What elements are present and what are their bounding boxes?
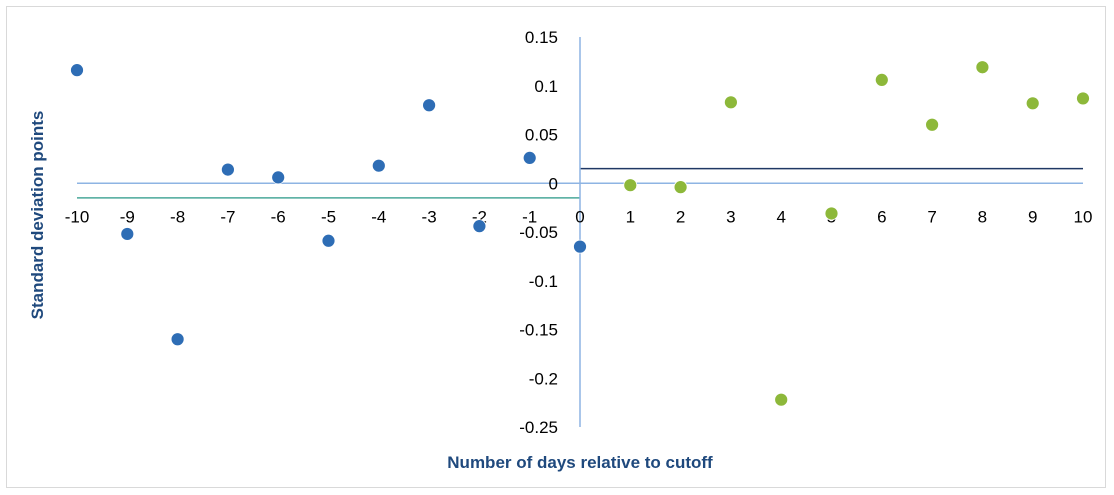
x-tick-label: -10: [65, 207, 90, 226]
x-tick-labels: -10-9-8-7-6-5-4-3-2-1012345678910: [65, 207, 1093, 226]
x-axis-title: Number of days relative to cutoff: [447, 453, 713, 472]
y-tick-label: 0.1: [534, 77, 558, 96]
data-point: [522, 150, 537, 165]
x-tick-label: 8: [978, 207, 987, 226]
y-tick-label: -0.05: [519, 223, 558, 242]
y-tick-label: -0.2: [529, 369, 558, 388]
data-point: [472, 219, 487, 234]
data-point: [321, 233, 336, 248]
y-tick-label: 0: [549, 174, 558, 193]
x-tick-label: 10: [1074, 207, 1093, 226]
x-tick-label: -7: [220, 207, 235, 226]
x-tick-label: 0: [575, 207, 584, 226]
x-tick-label: 1: [626, 207, 635, 226]
data-point: [371, 158, 386, 173]
x-tick-label: -8: [170, 207, 185, 226]
x-tick-label: -6: [271, 207, 286, 226]
x-tick-label: 2: [676, 207, 685, 226]
x-tick-label: 4: [776, 207, 785, 226]
data-point: [1076, 91, 1090, 106]
x-tick-label: 6: [877, 207, 886, 226]
data-point: [975, 60, 990, 75]
x-tick-label: -9: [120, 207, 135, 226]
data-point: [824, 206, 839, 221]
y-tick-labels: 0.15 0.1 0.05 0 -0.05 -0.1 -0.15 -0.2 -0.25: [519, 28, 558, 437]
x-tick-label: 3: [726, 207, 735, 226]
y-tick-label: 0.15: [525, 28, 558, 47]
chart-frame: -10-9-8-7-6-5-4-3-2-1012345678910 0.150.…: [6, 6, 1106, 488]
axes: [77, 37, 1083, 427]
data-point: [70, 63, 84, 78]
reference-lines: [77, 167, 1083, 199]
data-point: [925, 117, 939, 132]
y-axis-title: Standard deviation points: [28, 111, 47, 320]
data-points: [70, 60, 1090, 407]
data-point: [774, 392, 789, 407]
x-tick-label: 9: [1028, 207, 1037, 226]
scatter-chart: -10-9-8-7-6-5-4-3-2-1012345678910 0.150.…: [28, 28, 1093, 472]
data-point: [271, 170, 286, 185]
data-point: [422, 98, 437, 113]
data-point: [573, 239, 587, 254]
y-tick-label: -0.1: [529, 272, 558, 291]
data-point: [724, 95, 738, 110]
data-point: [673, 180, 688, 195]
x-tick-label: -5: [321, 207, 336, 226]
data-point: [1025, 96, 1040, 111]
y-tick-label: 0.05: [525, 126, 558, 145]
data-point: [220, 162, 235, 177]
data-point: [170, 332, 185, 347]
x-tick-label: -4: [371, 207, 386, 226]
x-tick-label: 7: [927, 207, 936, 226]
x-tick-label: -3: [422, 207, 437, 226]
y-tick-label: -0.15: [519, 321, 558, 340]
data-point: [623, 178, 638, 193]
y-tick-label: -0.25: [519, 418, 558, 437]
data-point: [120, 227, 135, 241]
x-tick-label: -1: [522, 207, 537, 226]
data-point: [874, 73, 889, 87]
